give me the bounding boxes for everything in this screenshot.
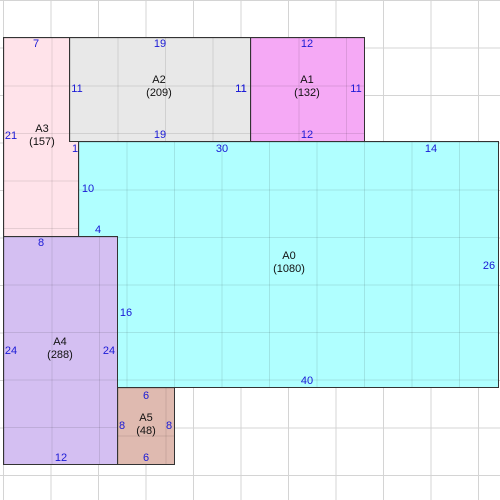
a2-dim-bottom: 19	[153, 129, 167, 141]
a4-dim-left: 24	[4, 345, 18, 357]
a5-dim-top: 6	[142, 390, 150, 402]
room-a5	[117, 387, 175, 465]
room-a1	[250, 37, 365, 142]
a2-dim-top: 19	[153, 38, 167, 50]
a4-dim-bottom: 12	[54, 452, 68, 464]
room-a4	[3, 236, 118, 465]
a1-dim-top: 12	[300, 38, 314, 50]
room-a5-area: (48)	[136, 425, 156, 437]
room-a0-label: A0 (1080)	[273, 250, 305, 276]
a3-dim-left: 21	[4, 130, 18, 142]
room-a0	[78, 141, 499, 388]
a0-dim-notch: 1	[71, 143, 79, 155]
a5-dim-bottom: 6	[142, 452, 150, 464]
room-a4-label: A4 (288)	[47, 336, 73, 362]
room-a5-id: A5	[139, 412, 153, 424]
a5-dim-right: 8	[165, 420, 173, 432]
a0-dim-left-top: 10	[81, 183, 95, 195]
a0-dim-left-bottom: 16	[119, 307, 133, 319]
room-a3-label: A3 (157)	[29, 123, 55, 149]
room-a3-id: A3	[35, 123, 49, 135]
a0-dim-bottom: 40	[300, 375, 314, 387]
a0-dim-left-step: 4	[94, 224, 102, 236]
a4-dim-top: 8	[37, 237, 45, 249]
room-a1-label: A1 (132)	[294, 74, 320, 100]
a1-dim-bottom: 12	[300, 129, 314, 141]
a2-dim-right: 11	[235, 83, 247, 95]
room-a3	[3, 37, 81, 238]
room-a0-area: (1080)	[273, 263, 305, 275]
a0-dim-right: 26	[482, 260, 496, 272]
a5-dim-left: 8	[118, 420, 126, 432]
room-a4-area: (288)	[47, 349, 73, 361]
a2-dim-left: 11	[71, 83, 83, 95]
a1-dim-left: 11	[235, 83, 247, 95]
room-a4-id: A4	[53, 336, 67, 348]
a4-dim-right: 24	[102, 345, 116, 357]
room-a2-label: A2 (209)	[146, 74, 172, 100]
a1-dim-right: 11	[350, 83, 362, 95]
room-a0-id: A0	[282, 250, 296, 262]
room-a2-area: (209)	[146, 87, 172, 99]
room-a5-label: A5 (48)	[136, 412, 156, 438]
room-a1-area: (132)	[294, 87, 320, 99]
a3-dim-top: 7	[32, 38, 40, 50]
a0-dim-top-left: 30	[215, 143, 229, 155]
room-a3-area: (157)	[29, 136, 55, 148]
a0-dim-top-right: 14	[424, 143, 438, 155]
room-a2-id: A2	[152, 74, 166, 86]
room-a1-id: A1	[300, 74, 314, 86]
